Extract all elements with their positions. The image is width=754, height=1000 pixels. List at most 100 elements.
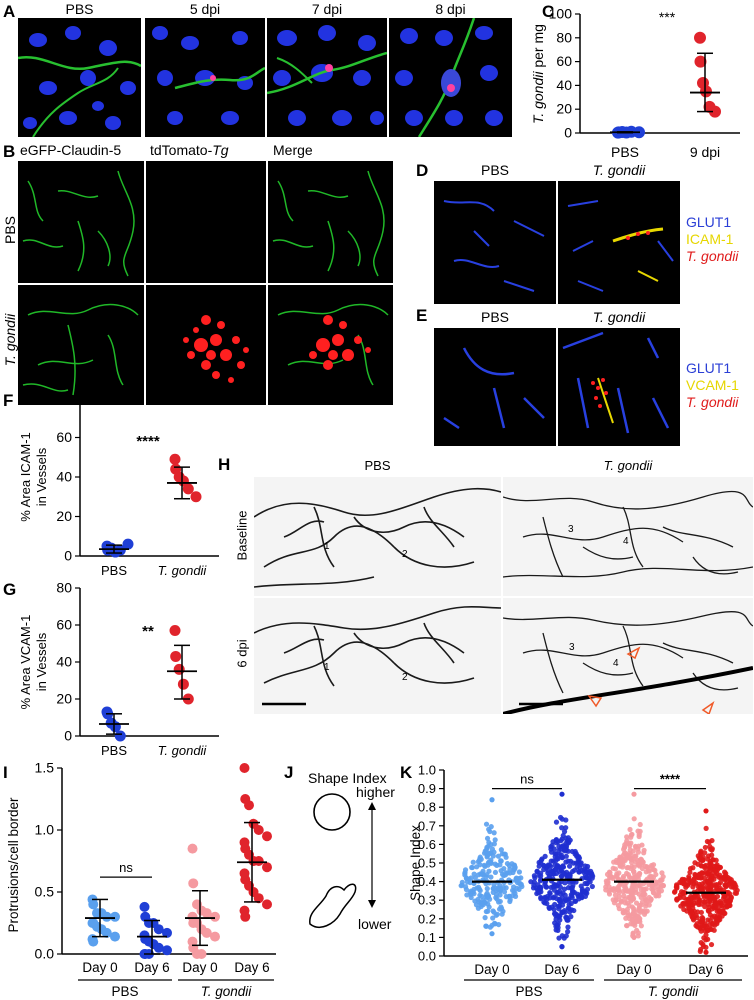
data-point: [698, 901, 704, 907]
data-point: [470, 859, 476, 865]
data-point: [458, 883, 464, 889]
data-point: [542, 853, 548, 859]
data-point: [568, 900, 574, 907]
data-point: [701, 935, 707, 941]
data-point: [169, 625, 181, 637]
data-point: [707, 861, 714, 867]
data-point: [485, 908, 491, 914]
data-point: [560, 832, 566, 839]
data-point: [707, 897, 714, 903]
data-point: [638, 923, 644, 929]
data-point: [642, 909, 648, 915]
cell-number: 3: [568, 524, 574, 535]
data-point: [162, 945, 172, 956]
data-point: [613, 886, 620, 892]
panel-e-col-tgondii: T. gondii: [592, 309, 646, 325]
data-point: [173, 663, 185, 675]
data-point: [692, 860, 698, 866]
data-point: [565, 929, 571, 935]
data-point: [629, 917, 636, 923]
data-point: [556, 914, 562, 920]
data-point: [109, 721, 121, 733]
data-point: [733, 890, 740, 896]
data-point: [501, 889, 508, 895]
data-point: [501, 865, 507, 872]
data-point: [477, 892, 483, 898]
data-point: [196, 949, 207, 959]
data-point: [556, 880, 562, 886]
y-tick-label: 0.6: [418, 837, 436, 852]
significance-marker: **: [142, 623, 154, 640]
data-point: [490, 889, 496, 895]
y-tick-label: 0: [564, 125, 572, 141]
data-point: [705, 880, 711, 886]
data-point: [635, 930, 641, 936]
data-point: [707, 918, 713, 924]
data-point: [492, 861, 498, 867]
data-point: [707, 865, 713, 871]
panel-h-row-6dpi: 6 dpi: [234, 639, 250, 668]
data-point: [518, 881, 524, 887]
data-point: [538, 894, 544, 901]
panel-b-image-pbs-merge: [268, 161, 393, 283]
data-point: [559, 791, 565, 797]
legend-tgondii: T. gondii: [686, 394, 739, 410]
panel-e-image-tgondii: [558, 328, 680, 446]
data-point: [569, 895, 575, 901]
data-point: [629, 831, 635, 838]
data-point: [724, 883, 730, 889]
data-point: [486, 868, 492, 874]
data-point: [700, 85, 712, 98]
panel-a-image-8dpi: [389, 18, 512, 137]
data-point: [565, 905, 571, 911]
data-point: [724, 904, 730, 910]
data-point: [499, 851, 505, 857]
data-point: [610, 865, 616, 871]
panel-a-col-8dpi: 8 dpi: [435, 1, 466, 17]
data-point: [688, 878, 694, 884]
panel-j-lower: lower: [358, 916, 392, 932]
panel-j-higher: higher: [356, 784, 395, 800]
data-point: [612, 892, 619, 898]
data-point: [101, 911, 112, 922]
panel-a-image-5dpi: [145, 18, 265, 137]
panel-g-chart: 0 20 40 60 80 PBS T. gondii ** % Area VCAM-1 in V…: [18, 580, 219, 758]
data-point: [658, 883, 664, 889]
data-point: [571, 907, 577, 914]
data-point: [616, 906, 622, 912]
data-point: [627, 847, 633, 853]
data-point: [677, 879, 683, 885]
data-point: [697, 897, 703, 903]
x-tick-label: Day 0: [474, 962, 509, 977]
data-point: [641, 886, 647, 892]
data-point: [253, 825, 264, 835]
data-point: [507, 898, 513, 905]
cell-number: 3: [569, 642, 575, 653]
data-point: [628, 851, 634, 858]
data-point: [492, 837, 498, 843]
data-point: [717, 879, 724, 885]
data-point: [88, 899, 99, 910]
data-point: [620, 910, 627, 916]
data-point: [531, 882, 537, 888]
x-tick-label: PBS: [101, 743, 127, 758]
legend-vcam1: VCAM-1: [686, 377, 739, 393]
data-point: [110, 931, 120, 942]
data-point: [709, 846, 715, 852]
data-point: [579, 867, 585, 873]
data-point: [177, 678, 189, 690]
data-point: [636, 872, 642, 878]
data-point: [496, 921, 502, 928]
data-point: [561, 829, 568, 835]
circle-shape-icon: [313, 793, 351, 831]
data-point: [559, 944, 565, 950]
data-point: [696, 855, 702, 861]
data-point: [623, 840, 629, 846]
panel-h-col-pbs: PBS: [364, 458, 391, 473]
data-point: [547, 890, 553, 896]
significance-marker: ****: [136, 433, 160, 450]
panel-label-g: G: [3, 580, 17, 599]
data-point: [565, 896, 571, 902]
data-point: [631, 816, 637, 822]
data-point: [720, 908, 726, 914]
